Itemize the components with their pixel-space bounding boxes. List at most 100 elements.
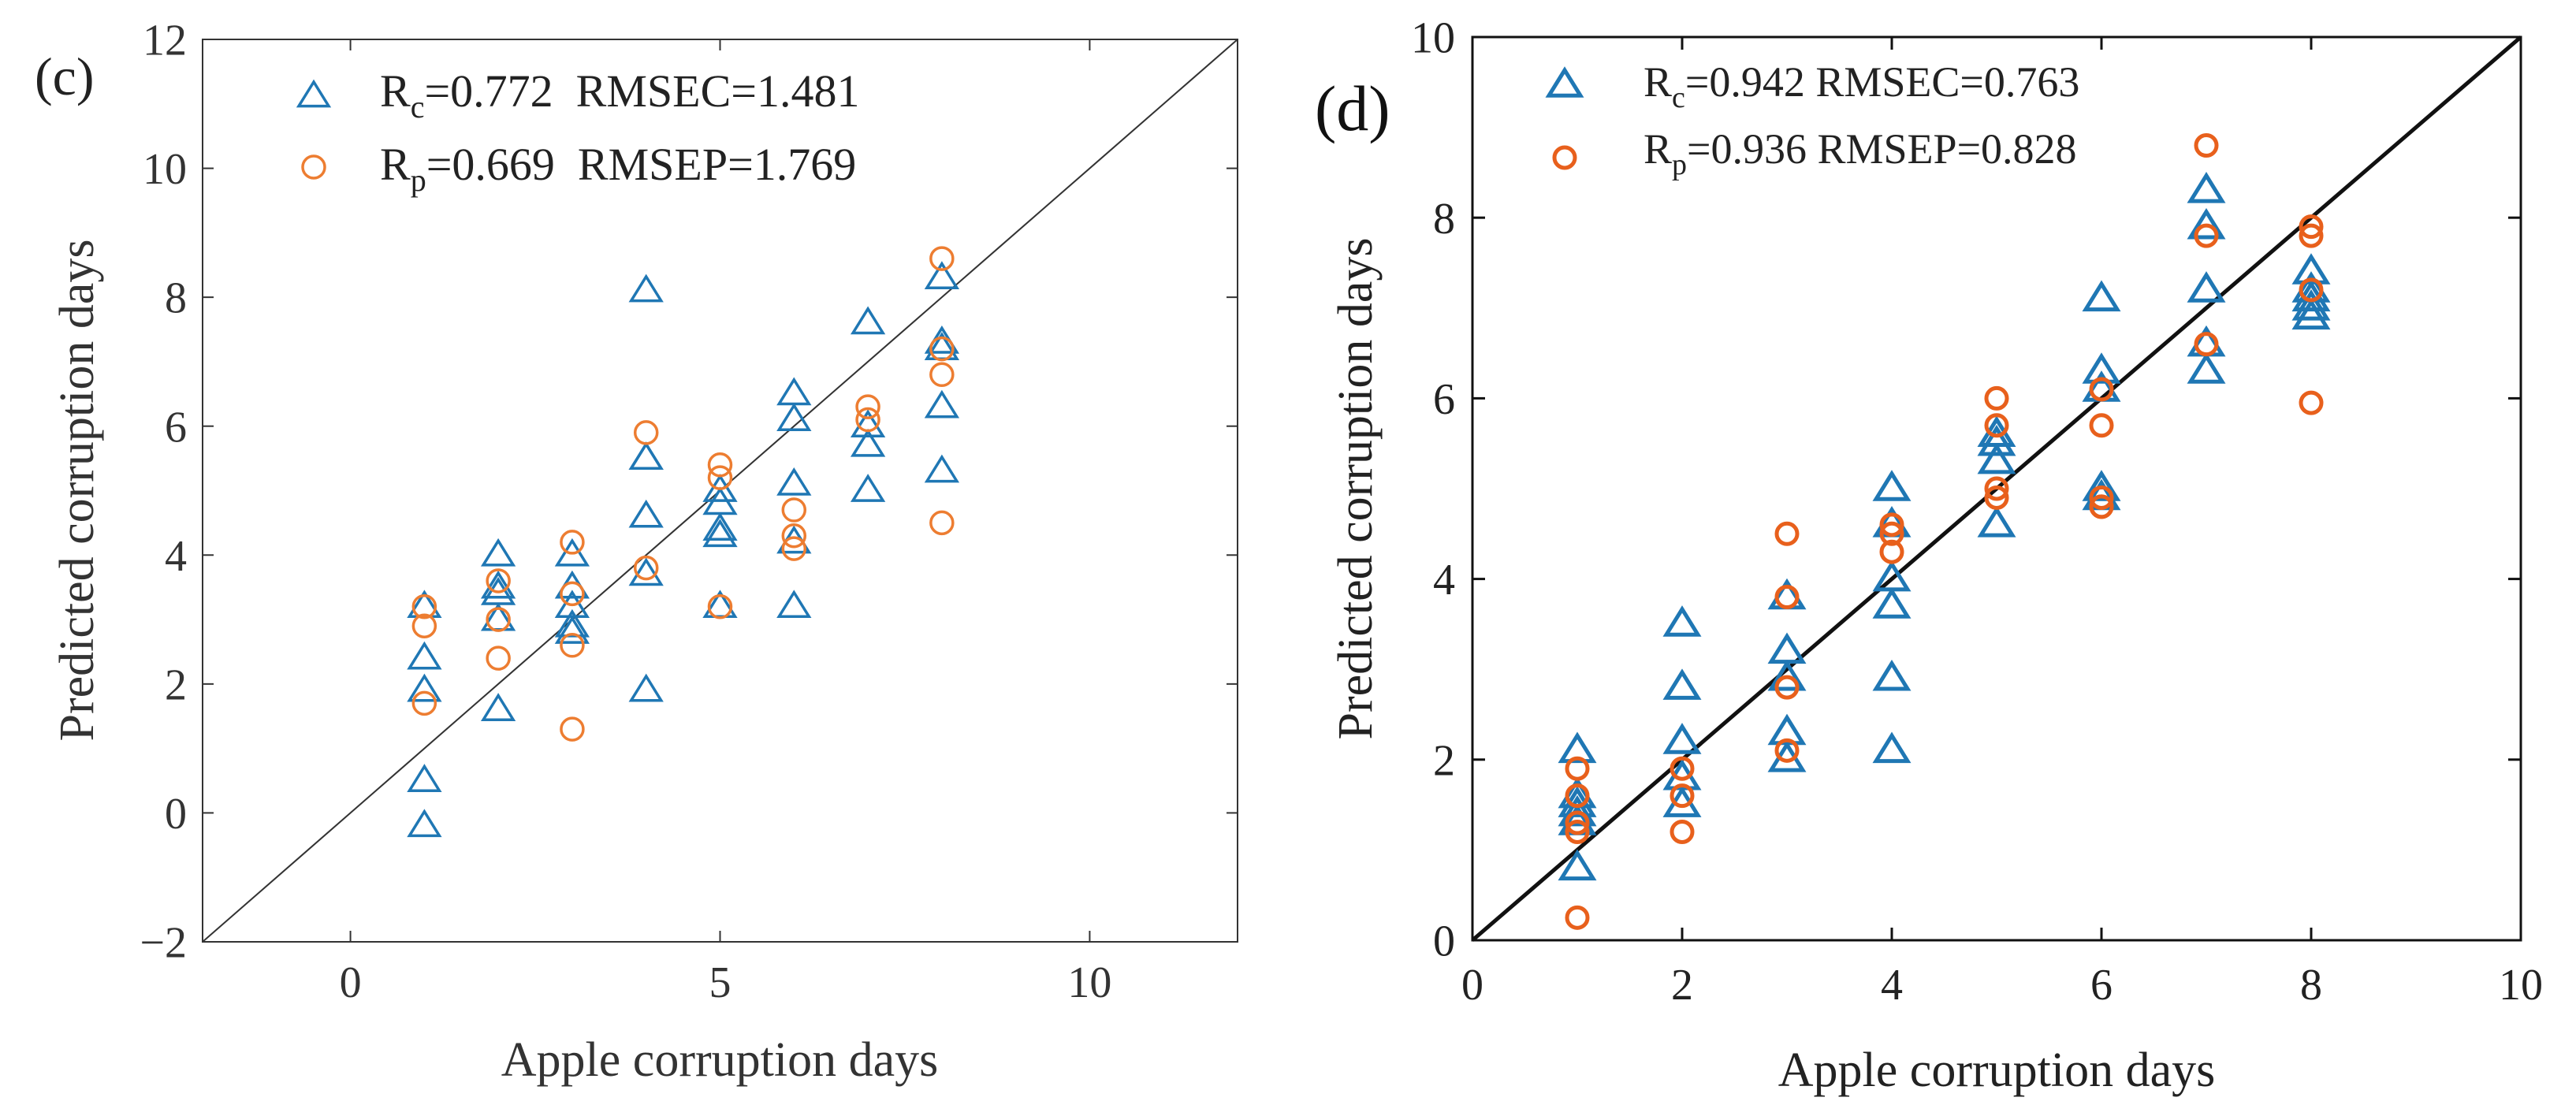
y-tick-label: 6 (165, 403, 187, 452)
panel-c-calibration-point (924, 454, 960, 483)
panel-d-prediction-point (1565, 783, 1590, 809)
panel-c-calibration-point (850, 306, 886, 335)
y-tick-label: 6 (1433, 375, 1455, 424)
panel-c-prediction-point (707, 465, 733, 490)
panel-d-prediction-point (2299, 277, 2324, 303)
panel-d-prediction-point (1984, 485, 2009, 510)
panel-c-calibration-point (407, 641, 442, 670)
panel-d-calibration-point (2187, 352, 2226, 384)
panel-c-legend-circle-icon (301, 154, 326, 180)
panel-d-calibration-point (1872, 587, 1912, 619)
panel-d-calibration-point (1872, 470, 1912, 501)
legend-r-subscript: c (411, 89, 425, 125)
panel-c-calibration-point (702, 519, 738, 548)
panel-d-prediction-point (1670, 756, 1695, 781)
panel-c-prediction-point (781, 536, 807, 561)
panel-c-prediction-point (486, 607, 511, 632)
panel-c-calibration-point (554, 616, 590, 644)
panel-d-prediction-point (1565, 819, 1590, 844)
y-tick-label: −2 (140, 919, 187, 968)
x-tick-label: 5 (709, 958, 731, 1007)
panel-d-prediction-point (1984, 385, 2009, 411)
legend-r-subscript: c (1672, 81, 1685, 114)
panel-d-legend: Rc=0.942 RMSEC=0.763 Rp=0.936 RMSEP=0.82… (1545, 58, 2079, 181)
panel-d-prediction-point (1774, 738, 1800, 763)
panel-c-prediction-point (707, 452, 733, 478)
legend-r-subscript: p (1672, 148, 1687, 181)
y-tick-label: 0 (165, 790, 187, 839)
panel-d-prediction-point (2299, 390, 2324, 415)
panel-d-prediction-point (2194, 332, 2219, 357)
panel-c-prediction-point (411, 613, 437, 638)
panel-c-legend-marker-prediction (301, 154, 326, 180)
panel-d-calibration-point (2187, 207, 2226, 240)
panel-c-prediction-point (486, 568, 511, 593)
panel-c-calibration-point (850, 409, 886, 438)
panel-c-legend: Rc=0.772 RMSEC=1.481 Rp=0.669 RMSEP=1.76… (296, 65, 860, 198)
y-tick-label: 4 (1433, 556, 1455, 604)
x-tick-label: 6 (2090, 961, 2113, 1010)
legend-stats: =0.669 RMSEP=1.769 (426, 139, 857, 190)
panel-c-calibration-point (628, 499, 664, 528)
panel-d-prediction-point (1565, 810, 1590, 835)
panel-d-prediction-point (1774, 585, 1800, 610)
panel-d-calibration-point (1558, 794, 1597, 827)
panel-c-prediction-point (411, 593, 437, 619)
panel-c-calibration-point (702, 512, 738, 541)
panel-c-calibration-point (480, 570, 516, 599)
panel-d-x-axis-label: Apple corruption days (1778, 1043, 2215, 1097)
panel-d-calibration-point (1662, 605, 1702, 637)
panel-d-legend-prediction: Rp=0.936 RMSEP=0.828 (1644, 125, 2077, 181)
panel-c-calibration-point (407, 673, 442, 702)
panel-c-x-axis-label: Apple corruption days (501, 1033, 938, 1087)
x-tick-label: 0 (340, 958, 362, 1007)
panel-c-prediction-point (929, 336, 955, 362)
panel-c-prediction-point (560, 530, 585, 555)
panel-d-calibration-point (1662, 668, 1702, 700)
panel-d-legend-marker-calibration (1545, 66, 1584, 98)
y-tick-label: 0 (1433, 917, 1455, 966)
panel-d-prediction-point (2089, 485, 2114, 510)
panel-d-calibration-point (2187, 271, 2226, 303)
legend-r: R (380, 65, 411, 117)
panel-d-calibration-points (1558, 172, 2331, 881)
panel-c-calibration-point (702, 474, 738, 502)
panel-d-prediction-point (2299, 223, 2324, 248)
legend-stats: =0.772 RMSEC=1.481 (424, 65, 859, 117)
panel-c-calibration-point (554, 538, 590, 567)
panel-d-prediction-point (1879, 512, 1904, 538)
panel-d-prediction-point (2089, 413, 2114, 438)
panel-d-prediction-point (1879, 521, 1904, 546)
panel-d-axes-box (1471, 35, 2522, 942)
panel-d-legend-calibration: Rc=0.942 RMSEC=0.763 (1644, 58, 2079, 114)
panel-c-calibration-point (850, 428, 886, 457)
y-tick-label: 8 (165, 274, 187, 323)
panel-d-prediction-point (1670, 819, 1695, 844)
y-tick-label: 4 (165, 532, 187, 581)
x-tick-label: 2 (1671, 961, 1693, 1010)
panel-c-prediction-point (633, 555, 659, 581)
panel-d-calibration-point (2291, 289, 2331, 321)
panel-d-prediction-point (1565, 756, 1590, 781)
panel-d-legend-circle-icon (1552, 145, 1577, 170)
panel-c-prediction-point (707, 593, 733, 619)
panel-c-legend-prediction: Rp=0.669 RMSEP=1.769 (380, 139, 856, 198)
panel-d: (d) 0 2 4 6 8 10 0 2 4 6 8 10 Apple corruption day… (1315, 14, 2543, 1097)
panel-c-prediction-point (929, 362, 955, 388)
panel-c-calibration-point (850, 474, 886, 502)
panel-d-prediction-points (1565, 133, 2324, 930)
panel-c-prediction-point (486, 645, 511, 671)
panel-c-calibration-point (628, 557, 664, 586)
panel-d-calibration-point (1558, 849, 1597, 881)
panel-d-x-ticks: 0 2 4 6 8 10 (1461, 37, 2543, 1010)
y-tick-label: 8 (1433, 195, 1455, 244)
x-tick-label: 8 (2300, 961, 2322, 1010)
panel-c-prediction-point (855, 407, 880, 433)
panel-c-calibration-point (776, 467, 812, 496)
panel-d-calibration-point (2291, 298, 2331, 330)
panel-c-prediction-point (560, 633, 585, 658)
panel-c-prediction-point (929, 510, 955, 536)
